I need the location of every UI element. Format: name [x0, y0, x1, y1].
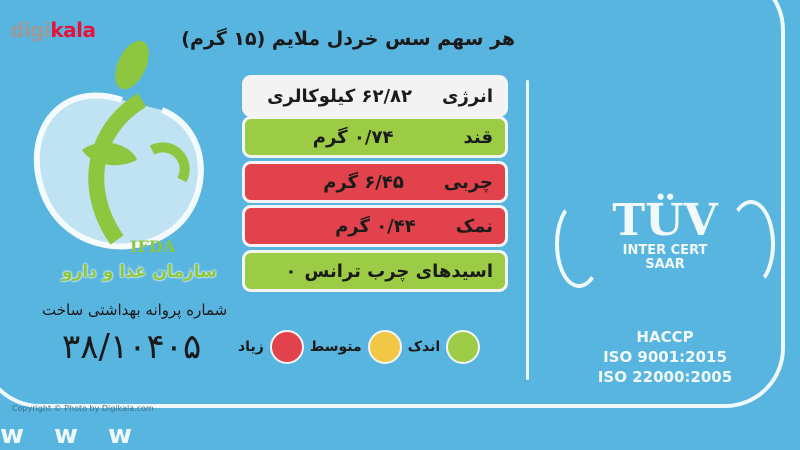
- ifda-org-name: سازمان غذا و دارو: [62, 262, 217, 282]
- nutrition-row-salt: نمک ۰/۴۴ گرم: [245, 208, 505, 244]
- cert-iso22000: ISO 22000:2005: [597, 368, 733, 386]
- nutrition-row-fat: چربی ۶/۴۵ گرم: [245, 164, 505, 200]
- legend-dot-high: [269, 330, 304, 364]
- legend-label-medium: متوسط: [309, 339, 362, 355]
- cert-iso9001: ISO 9001:2015: [603, 348, 727, 366]
- tuv-intercert: INTER CERT: [622, 243, 708, 258]
- serving-title: هر سهم سس خردل ملایم (۱۵ گرم): [181, 28, 515, 50]
- tuv-saar: SAAR: [645, 257, 685, 272]
- website-text-partial: www: [0, 420, 163, 450]
- cert-haccp: HACCP: [636, 328, 694, 346]
- digikala-watermark: digikala: [10, 18, 96, 42]
- right-arc-icon: [727, 200, 775, 288]
- license-label: شماره پروانه بهداشتی ساخت: [42, 301, 228, 319]
- traffic-light-legend: اندک متوسط زیاد: [238, 330, 481, 364]
- package-border: [0, 0, 785, 408]
- license-number: ۳۸/۱۰۴۰۵: [62, 327, 202, 367]
- nutrition-row-energy: انرژی ۶۲/۸۲ کیلوکالری: [245, 78, 505, 114]
- nutrition-row-trans-fat: اسیدهای چرب ترانس ۰: [245, 253, 505, 289]
- tuv-text: TÜV: [612, 195, 718, 246]
- nutrition-row-sugar: قند ۰/۷۴ گرم: [245, 119, 505, 155]
- legend-dot-low: [446, 330, 481, 364]
- copyright-watermark: Copyright © Photo by Digikala.com: [12, 404, 154, 413]
- left-arc-icon: [555, 200, 603, 288]
- legend-label-high: زیاد: [238, 339, 264, 355]
- ifda-abbr: IFDA: [130, 237, 176, 256]
- ifda-logo-icon: [33, 40, 204, 250]
- legend-label-low: اندک: [407, 339, 441, 355]
- legend-dot-medium: [367, 330, 402, 364]
- tuv-certification-logo: TÜV INTER CERT SAAR: [555, 190, 775, 290]
- divider-line: [526, 80, 529, 380]
- certification-list: HACCP ISO 9001:2015 ISO 22000:2005: [580, 327, 750, 387]
